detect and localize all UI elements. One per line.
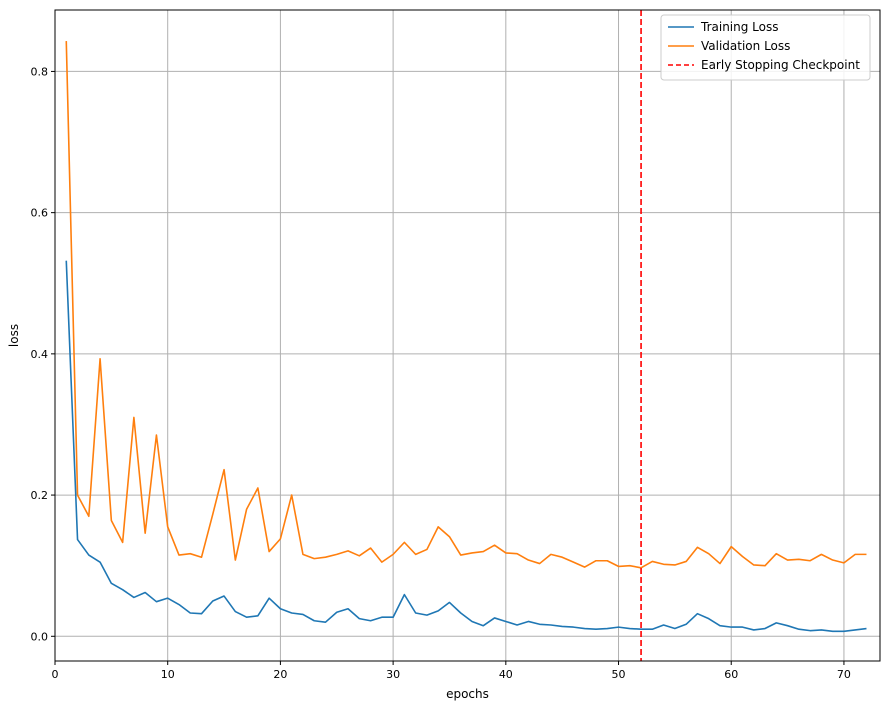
y-tick-label: 0.4 bbox=[31, 348, 49, 361]
x-tick-label: 30 bbox=[386, 668, 400, 681]
legend-label: Training Loss bbox=[700, 20, 778, 34]
y-tick-label: 0.0 bbox=[31, 630, 49, 643]
series-layer bbox=[65, 41, 867, 633]
y-axis-label: loss bbox=[7, 324, 21, 347]
x-axis-ticks: 0 10 20 30 40 50 60 70 bbox=[52, 661, 851, 681]
x-axis-label: epochs bbox=[446, 687, 489, 701]
plot-frame bbox=[54, 9, 881, 662]
series-line-training-loss bbox=[65, 260, 867, 633]
x-tick-label: 10 bbox=[161, 668, 175, 681]
x-tick-label: 70 bbox=[837, 668, 851, 681]
legend-label: Validation Loss bbox=[701, 39, 790, 53]
x-tick-label: 60 bbox=[724, 668, 738, 681]
x-tick-label: 50 bbox=[612, 668, 626, 681]
legend: Training Loss Validation Loss Early Stoppi… bbox=[660, 14, 871, 81]
series-line-validation-loss bbox=[65, 41, 867, 569]
y-axis-ticks: 0.0 0.2 0.4 0.6 0.8 bbox=[31, 65, 55, 643]
legend-box bbox=[660, 14, 871, 81]
x-tick-label: 40 bbox=[499, 668, 513, 681]
y-tick-label: 0.6 bbox=[31, 207, 49, 220]
legend-label: Early Stopping Checkpoint bbox=[701, 58, 860, 72]
x-tick-label: 20 bbox=[273, 668, 287, 681]
y-tick-label: 0.8 bbox=[31, 65, 49, 78]
x-tick-label: 0 bbox=[52, 668, 59, 681]
y-tick-label: 0.2 bbox=[31, 489, 49, 502]
